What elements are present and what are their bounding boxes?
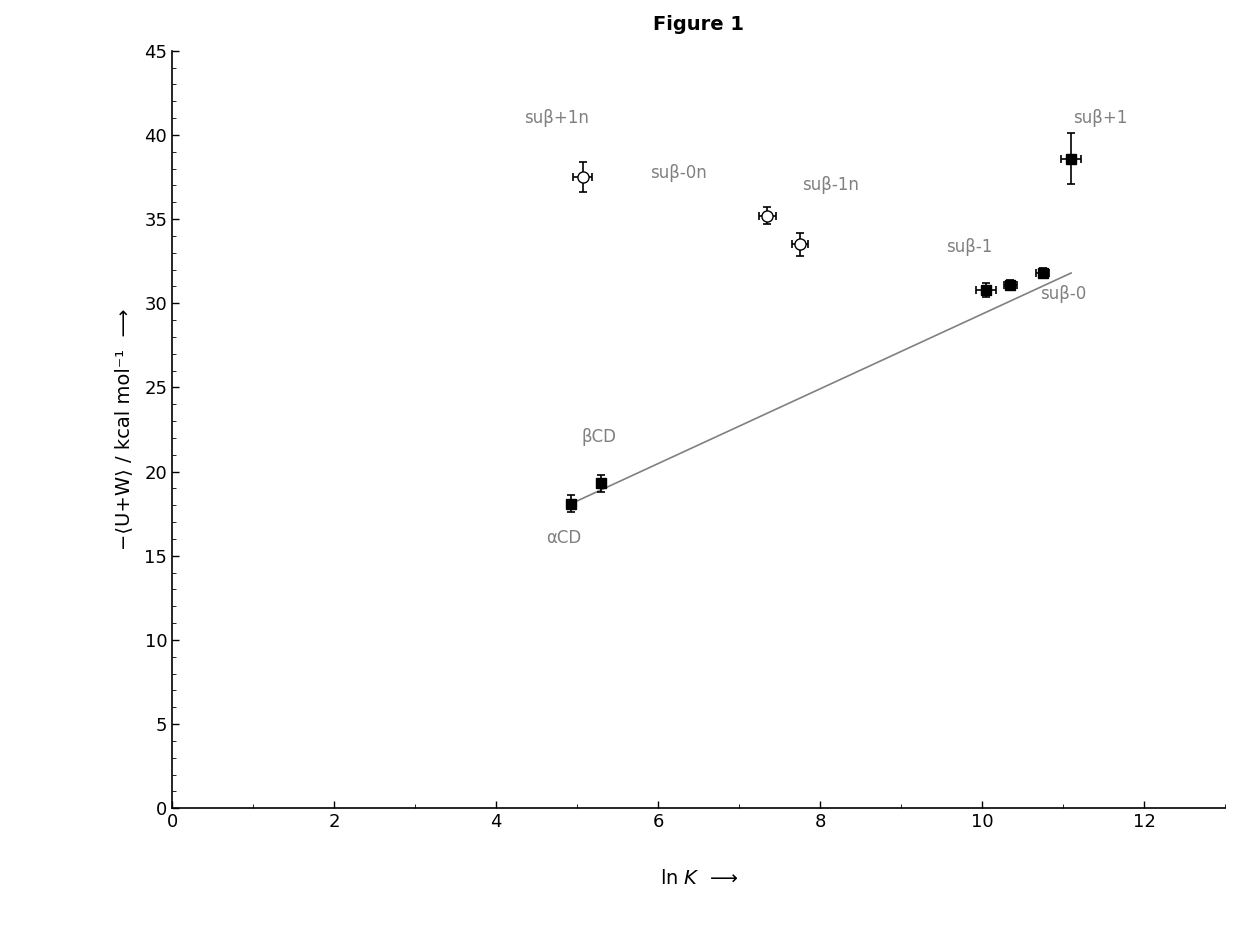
Text: suβ+1n: suβ+1n (525, 109, 589, 127)
Text: suβ-1: suβ-1 (946, 238, 992, 256)
Text: αCD: αCD (547, 529, 582, 547)
Y-axis label: −⟨U+W⟩ / kcal mol⁻¹  ⟶: −⟨U+W⟩ / kcal mol⁻¹ ⟶ (114, 309, 133, 550)
Text: suβ+1: suβ+1 (1074, 109, 1128, 127)
Title: Figure 1: Figure 1 (653, 15, 744, 34)
Text: suβ-1n: suβ-1n (802, 176, 859, 194)
Text: βCD: βCD (582, 428, 616, 447)
Text: suβ-0n: suβ-0n (650, 164, 707, 182)
Text: suβ-0: suβ-0 (1040, 285, 1086, 303)
X-axis label: ln $K$  ⟶: ln $K$ ⟶ (660, 868, 738, 887)
